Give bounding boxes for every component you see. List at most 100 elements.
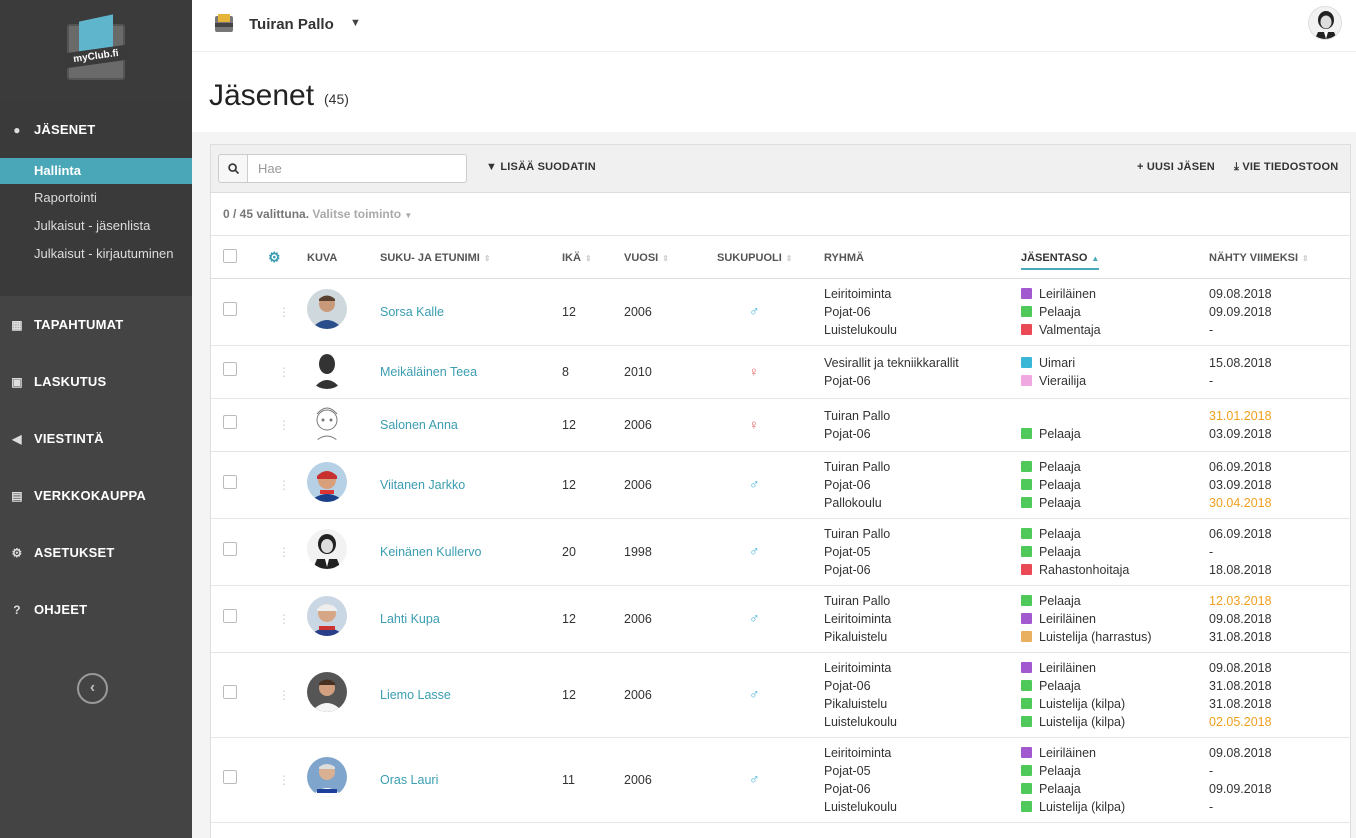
member-name-link[interactable]: Sorsa Kalle [380, 304, 444, 319]
sidebar-item-asetukset[interactable]: ⚙ ASETUKSET [11, 545, 115, 560]
row-checkbox[interactable] [223, 475, 237, 489]
chevron-down-icon[interactable]: ▼ [350, 17, 361, 29]
sidebar-subitem-julkaisut-jasenlista[interactable]: Julkaisut - jäsenlista [34, 218, 151, 233]
level-color-swatch [1021, 478, 1032, 490]
member-name-link[interactable]: Liemo Lasse [380, 687, 451, 702]
megaphone-icon: ◀ [12, 431, 22, 446]
member-name-link[interactable]: Keinänen Kullervo [380, 544, 482, 559]
table-row[interactable]: ⋮ Keinänen Kullervo 20 1998 ♂ Tuiran Pallo Poj… [211, 518, 1350, 586]
level-color-swatch [1021, 697, 1032, 709]
level-item: Pelaaja [1021, 592, 1209, 610]
row-menu-icon[interactable]: ⋮ [278, 687, 290, 702]
last-seen-cell: 06.09.2018 03.09.2018 30.04.2018 [1209, 451, 1350, 519]
row-checkbox[interactable] [223, 770, 237, 784]
last-seen-cell: 09.08.2018 - 09.09.2018 - [1209, 737, 1350, 823]
new-member-button[interactable]: + UUSI JÄSEN [1137, 161, 1215, 173]
sidebar-item-tapahtumat[interactable]: ▦ TAPAHTUMAT [11, 317, 124, 332]
add-filter-button[interactable]: ▼ LISÄÄ SUODATIN [486, 161, 596, 173]
group-label: Luistelukoulu [824, 799, 897, 814]
member-name-link[interactable]: Viitanen Jarkko [380, 477, 466, 492]
level-item: Leiriläinen [1021, 744, 1209, 762]
collapse-sidebar-button[interactable]: ‹ [77, 673, 108, 704]
last-seen-date: - [1209, 544, 1214, 559]
row-menu-icon[interactable]: ⋮ [278, 477, 290, 492]
member-age: 12 [562, 304, 576, 319]
member-name-link[interactable]: Oras Lauri [380, 772, 439, 787]
column-age[interactable]: IKÄ ⇕ [562, 236, 624, 279]
level-cell: Leiriläinen Pelaaja Luistelija (kilpa) Luis… [1021, 652, 1209, 738]
row-menu-icon[interactable]: ⋮ [278, 544, 290, 559]
sidebar-item-members[interactable]: ● JÄSENET [0, 101, 192, 158]
member-age: 12 [562, 687, 576, 702]
level-item: Rahastonhoitaja [1021, 561, 1209, 579]
table-row[interactable]: ⋮ Meikäläinen Teea 8 2010 ♀ Vesirallit ja tek… [211, 345, 1350, 399]
column-gender[interactable]: SUKUPUOLI ⇕ [717, 236, 824, 279]
row-checkbox[interactable] [223, 542, 237, 556]
row-menu-icon[interactable]: ⋮ [278, 304, 290, 319]
member-name-link[interactable]: Lahti Kupa [380, 611, 440, 626]
sidebar-item-ohjeet[interactable]: ? OHJEET [0, 581, 192, 638]
row-checkbox[interactable] [223, 685, 237, 699]
group-label: Pojat-06 [824, 304, 871, 319]
sidebar-item-laskutus[interactable]: ▣ LASKUTUS [11, 374, 107, 389]
row-menu-icon[interactable]: ⋮ [278, 772, 290, 787]
level-color-swatch [1021, 287, 1032, 299]
member-name-link[interactable]: Salonen Anna [380, 417, 458, 432]
export-button[interactable]: ⤓ VIE TIEDOSTOON [1234, 161, 1339, 173]
member-age: 20 [562, 544, 576, 559]
member-name-link[interactable]: Meikäläinen Teea [380, 364, 478, 379]
group-cell: Vesirallit ja tekniikkarallit Pojat-06 [824, 345, 1021, 399]
level-color-swatch [1021, 782, 1032, 794]
table-row[interactable]: ⋮ Sorsa Kalle 12 2006 ♂ Leiritoiminta Pojat-06… [211, 278, 1350, 346]
sidebar-item-verkkokauppa[interactable]: ▤ VERKKOKAUPPA [11, 488, 146, 503]
members-table: ⚙ KUVA SUKU- JA ETUNIMI ⇕ IKÄ ⇕ VUOSI ⇕ SUK… [211, 236, 1350, 823]
group-cell: Tuiran Pallo Pojat-06 Pallokoulu [824, 451, 1021, 519]
table-row[interactable]: ⋮ Liemo Lasse 12 2006 ♂ Leiritoiminta Pojat-06… [211, 652, 1350, 738]
myclub-logo[interactable]: myClub.fi [59, 13, 133, 86]
club-selector[interactable]: Tuiran Pallo [249, 16, 334, 33]
row-menu-icon[interactable]: ⋮ [278, 364, 290, 379]
search-button[interactable] [218, 154, 248, 183]
table-row[interactable]: ⋮ Salonen Anna 12 2006 ♀ Tuiran Pallo Pojat-06… [211, 398, 1350, 452]
sidebar-item-viestinta[interactable]: ◀ VIESTINTÄ [0, 410, 192, 467]
search-input[interactable] [247, 154, 467, 183]
sidebar-subitem-raportointi[interactable]: Raportointi [34, 190, 97, 205]
level-color-swatch [1021, 496, 1032, 508]
club-crest-icon[interactable] [212, 12, 236, 36]
sort-icon: ⇕ [785, 253, 793, 263]
row-menu-icon[interactable]: ⋮ [278, 611, 290, 626]
level-color-swatch [1021, 527, 1032, 539]
row-menu-icon[interactable]: ⋮ [278, 417, 290, 432]
column-last-seen[interactable]: NÄHTY VIIMEKSI ⇕ [1209, 236, 1350, 279]
column-name[interactable]: SUKU- JA ETUNIMI ⇕ [380, 236, 562, 279]
column-level[interactable]: JÄSENTASO ▲ [1021, 236, 1209, 279]
table-row[interactable]: ⋮ Lahti Kupa 12 2006 ♂ Tuiran Pallo Leiritoimi… [211, 585, 1350, 653]
sidebar-subitem-julkaisut-kirjautuminen[interactable]: Julkaisut - kirjautuminen [34, 246, 174, 261]
level-cell: Leiriläinen Pelaaja Valmentaja [1021, 278, 1209, 346]
table-row[interactable]: ⋮ Viitanen Jarkko 12 2006 ♂ Tuiran Pallo Pojat… [211, 451, 1350, 519]
user-avatar[interactable] [1308, 6, 1342, 40]
row-checkbox[interactable] [223, 415, 237, 429]
column-settings-gear-icon[interactable]: ⚙ [268, 249, 281, 266]
sort-icon: ⇕ [584, 253, 592, 263]
group-label: Pikaluistelu [824, 696, 888, 711]
select-all-checkbox[interactable] [223, 249, 237, 264]
member-year: 2006 [624, 304, 652, 319]
filter-icon: ▼ [486, 161, 498, 173]
avatar [307, 462, 347, 502]
member-year: 2006 [624, 687, 652, 702]
sidebar-subitem-hallinta[interactable]: Hallinta [0, 158, 192, 184]
table-row[interactable]: ⋮ Oras Lauri 11 2006 ♂ Leiritoiminta Pojat-05 P… [211, 737, 1350, 823]
row-checkbox[interactable] [223, 362, 237, 376]
top-bar: Tuiran Pallo ▼ [192, 0, 1356, 52]
avatar [307, 596, 347, 636]
row-checkbox[interactable] [223, 609, 237, 623]
male-gender-icon: ♂ [749, 686, 760, 702]
last-seen-date: 31.08.2018 [1209, 696, 1272, 711]
level-item: Luistelija (kilpa) [1021, 695, 1209, 713]
level-color-swatch [1021, 800, 1032, 812]
row-checkbox[interactable] [223, 302, 237, 316]
column-year[interactable]: VUOSI ⇕ [624, 236, 717, 279]
select-action-dropdown[interactable]: Valitse toiminto ▼ [312, 207, 413, 221]
group-label: Luistelukoulu [824, 714, 897, 729]
